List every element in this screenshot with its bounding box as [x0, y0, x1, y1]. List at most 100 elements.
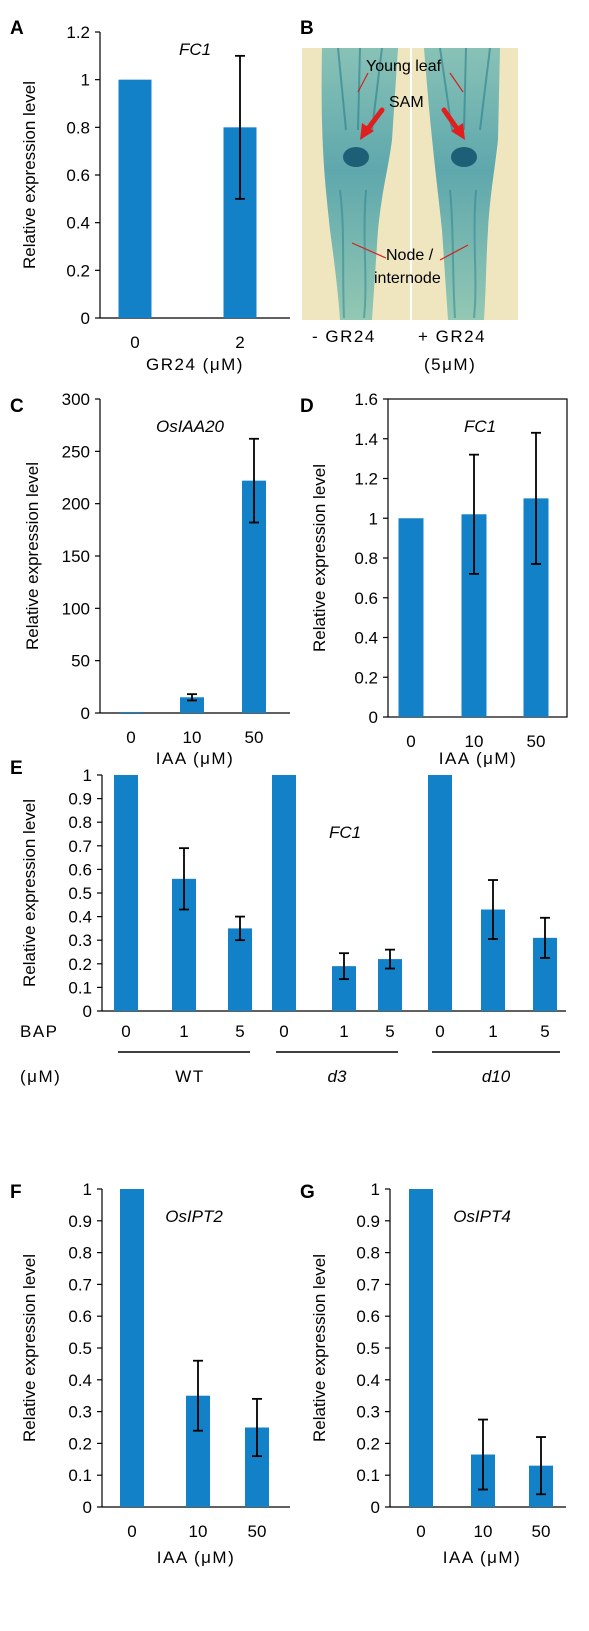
y-tick-label-d: 0.6: [354, 589, 378, 608]
bar-g: [409, 1189, 433, 1507]
x-tick-label-f: 50: [248, 1522, 267, 1541]
y-tick-label-a: 0.4: [66, 214, 90, 233]
x-tick-label-a: 0: [130, 333, 139, 352]
y-tick-label-e: 0.2: [68, 955, 92, 974]
y-tick-label-c: 100: [62, 599, 90, 618]
chart-panel-a: 0 0.2 0.4 0.6 0.8 1 1.2 Relative expression lev…: [20, 23, 290, 374]
y-tick-label-a: 1: [81, 71, 90, 90]
panel-letter-b: B: [300, 18, 314, 39]
y-axis-label-f: Relative expression level: [20, 1254, 39, 1442]
sam-left: [343, 147, 369, 167]
bar-d: [398, 518, 424, 717]
y-tick-label-f: 0: [83, 1498, 92, 1517]
x-tick-label-c: 50: [245, 728, 264, 747]
y-tick-label-g: 0.4: [356, 1371, 380, 1390]
y-tick-label-g: 0.7: [356, 1275, 380, 1294]
y-tick-label-d: 1: [369, 509, 378, 528]
y-tick-label-e: 0.8: [68, 813, 92, 832]
x-tick-label-e: 1: [179, 1022, 188, 1041]
panel-letter-e: E: [10, 758, 23, 779]
leader-node-right: [439, 244, 469, 261]
panel-letter-a: A: [10, 18, 24, 39]
group-label-e: d3: [328, 1067, 347, 1086]
y-tick-label-f: 1: [83, 1180, 92, 1199]
y-axis-label-c: Relative expression level: [23, 462, 42, 650]
x-tick-label-d: 0: [406, 732, 415, 751]
bar-f: [120, 1189, 144, 1507]
y-tick-label-d: 0.4: [354, 629, 378, 648]
y-tick-label-e: 0.5: [68, 884, 92, 903]
y-tick-label-f: 0.7: [68, 1275, 92, 1294]
y-tick-label-a: 0: [81, 309, 90, 328]
x-tick-label-f: 10: [189, 1522, 208, 1541]
x-tick-label-e: 5: [385, 1022, 394, 1041]
red-arrow-left: [360, 107, 385, 140]
y-tick-label-g: 0.9: [356, 1212, 380, 1231]
bap-label: BAP: [20, 1022, 59, 1041]
caption-minus-gr24: - GR24: [312, 327, 376, 346]
y-tick-label-a: 0.2: [66, 261, 90, 280]
y-tick-label-d: 1.4: [354, 430, 378, 449]
x-axis-label-f: IAA (μM): [157, 1548, 235, 1567]
bar-e: [428, 775, 452, 1011]
red-arrow-right: [441, 107, 465, 140]
bar-c: [180, 697, 204, 713]
y-tick-label-e: 1: [83, 766, 92, 785]
leader-node-left: [351, 242, 387, 259]
leader-young-leaf-left: [357, 72, 369, 93]
x-axis-label-g: IAA (μM): [443, 1548, 521, 1567]
y-tick-label-e: 0.4: [68, 908, 92, 927]
chart-panel-e: 0 0.1 0.2 0.3 0.4 0.5 0.6 0.7 0.8 0.9 1 Relative ex…: [20, 766, 566, 1086]
x-tick-label-e: 1: [339, 1022, 348, 1041]
y-tick-label-e: 0.1: [68, 978, 92, 997]
y-tick-label-d: 1.2: [354, 470, 378, 489]
sam-right: [451, 147, 477, 167]
y-tick-label-c: 0: [81, 704, 90, 723]
label-sam: SAM: [389, 94, 424, 111]
leader-young-leaf-right: [449, 72, 464, 93]
bar-e: [228, 928, 252, 1011]
chart-title-d: FC1: [464, 417, 496, 436]
label-node: Node /: [386, 247, 434, 264]
x-tick-label-e: 0: [435, 1022, 444, 1041]
y-tick-label-g: 1: [371, 1180, 380, 1199]
y-tick-label-d: 0.8: [354, 549, 378, 568]
x-tick-label-g: 0: [416, 1522, 425, 1541]
x-tick-label-e: 1: [488, 1022, 497, 1041]
y-tick-label-c: 50: [71, 652, 90, 671]
y-tick-label-f: 0.3: [68, 1403, 92, 1422]
y-axis-label-e: Relative expression level: [20, 799, 39, 987]
y-tick-label-g: 0.1: [356, 1466, 380, 1485]
y-tick-label-f: 0.9: [68, 1212, 92, 1231]
x-tick-label-e: 5: [235, 1022, 244, 1041]
panel-letter-f: F: [10, 1182, 22, 1203]
y-tick-label-f: 0.8: [68, 1244, 92, 1263]
x-tick-label-e: 0: [279, 1022, 288, 1041]
y-tick-label-a: 0.6: [66, 166, 90, 185]
chart-title-e: FC1: [329, 823, 361, 842]
y-tick-label-c: 250: [62, 442, 90, 461]
panel-letter-d: D: [300, 396, 314, 417]
y-tick-label-g: 0.2: [356, 1434, 380, 1453]
chart-title-c: OsIAA20: [156, 417, 225, 436]
photo-panel-b: Young leaf SAM Node / internode: [302, 47, 518, 320]
y-tick-label-e: 0.6: [68, 860, 92, 879]
x-tick-label-f: 0: [127, 1522, 136, 1541]
label-young-leaf: Young leaf: [366, 58, 442, 75]
y-tick-label-g: 0.6: [356, 1307, 380, 1326]
y-axis-label-g: Relative expression level: [310, 1254, 329, 1442]
x-tick-label-d: 10: [465, 732, 484, 751]
y-tick-label-e: 0.3: [68, 931, 92, 950]
caption-gr24-concentration: (5μM): [424, 355, 476, 374]
x-tick-label-d: 50: [527, 732, 546, 751]
y-tick-label-f: 0.1: [68, 1466, 92, 1485]
y-tick-label-g: 0.5: [356, 1339, 380, 1358]
x-axis-label-c: IAA (μM): [156, 749, 234, 768]
label-internode: internode: [374, 270, 441, 287]
x-tick-label-a: 2: [235, 333, 244, 352]
y-tick-label-c: 150: [62, 547, 90, 566]
y-axis-label-d: Relative expression level: [310, 464, 329, 652]
y-tick-label-a: 1.2: [66, 23, 90, 42]
